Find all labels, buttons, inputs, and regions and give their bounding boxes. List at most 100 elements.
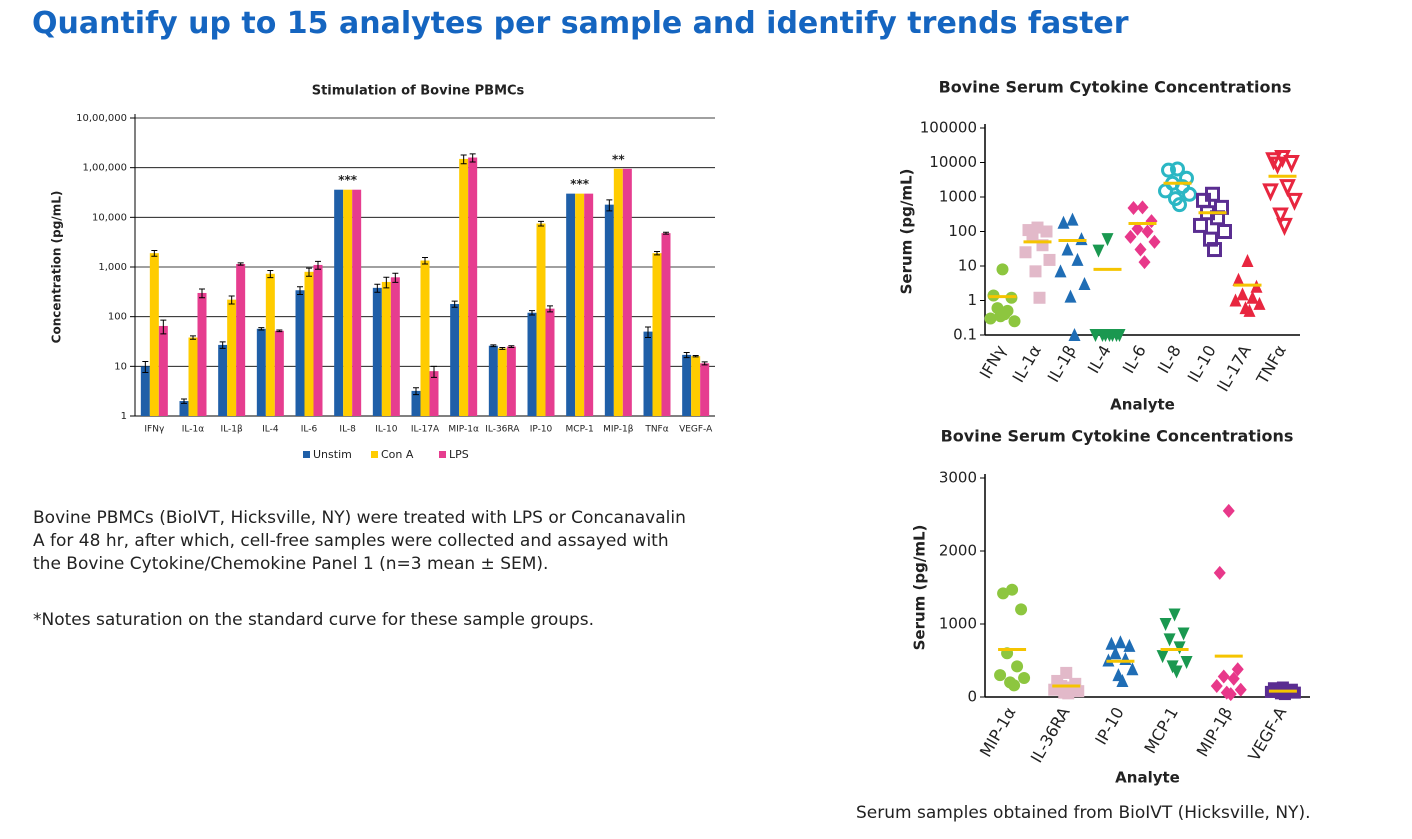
point bbox=[1071, 252, 1084, 266]
y-tick-label: 10,000 bbox=[92, 212, 127, 223]
page-title: Quantify up to 15 analytes per sample an… bbox=[32, 6, 1129, 41]
point bbox=[1231, 662, 1244, 677]
point bbox=[1241, 253, 1254, 267]
bar bbox=[218, 344, 228, 416]
error-bar bbox=[451, 300, 458, 308]
x-tick-label: MIP-1β bbox=[603, 425, 634, 435]
point bbox=[1236, 287, 1249, 301]
x-tick-label: IL-1β bbox=[221, 425, 243, 435]
note: *Notes saturation on the standard curve … bbox=[33, 610, 595, 630]
bar bbox=[566, 193, 576, 416]
point bbox=[1217, 224, 1232, 239]
bar bbox=[584, 193, 594, 416]
point bbox=[1114, 635, 1127, 649]
x-tick-label: IL-36RA bbox=[1027, 704, 1074, 766]
annotation: *** bbox=[570, 177, 590, 191]
x-tick-label: MIP-1β bbox=[1193, 704, 1236, 760]
point bbox=[1265, 152, 1282, 171]
error-bar bbox=[606, 199, 613, 212]
y-tick-label: 2000 bbox=[939, 542, 977, 560]
x-tick-label: MCP-1 bbox=[566, 425, 594, 435]
point bbox=[1283, 155, 1300, 174]
x-tick-label: IL-8 bbox=[1154, 342, 1185, 377]
point bbox=[1210, 679, 1223, 694]
point bbox=[1075, 232, 1088, 246]
point bbox=[1113, 329, 1126, 342]
x-tick-label: MIP-1α bbox=[448, 425, 479, 435]
x-axis-label: Analyte bbox=[1115, 769, 1180, 787]
point bbox=[1026, 228, 1039, 241]
bar bbox=[343, 189, 353, 416]
error-bar bbox=[392, 272, 399, 283]
point bbox=[1163, 633, 1176, 647]
error-bar bbox=[151, 249, 158, 257]
point bbox=[1057, 215, 1070, 229]
bar bbox=[613, 168, 623, 416]
point bbox=[994, 669, 1007, 682]
error-bar bbox=[460, 154, 467, 165]
bar bbox=[179, 401, 189, 416]
x-tick-label: IL-10 bbox=[375, 425, 397, 435]
bar bbox=[488, 345, 498, 416]
legend-label: LPS bbox=[449, 448, 469, 461]
error-bar bbox=[297, 286, 303, 295]
point bbox=[1158, 183, 1173, 199]
y-tick-label: 3000 bbox=[939, 469, 977, 487]
error-bar bbox=[219, 341, 226, 349]
point bbox=[1229, 293, 1242, 307]
point bbox=[1066, 212, 1079, 226]
point bbox=[1243, 303, 1256, 317]
y-tick-label: 1000 bbox=[939, 188, 977, 206]
point bbox=[1170, 665, 1183, 679]
x-tick-label: IL-4 bbox=[262, 425, 279, 435]
point bbox=[1008, 679, 1021, 692]
x-tick-label: IL-6 bbox=[301, 425, 318, 435]
y-tick-label: 100 bbox=[948, 222, 977, 240]
error-bar bbox=[645, 326, 651, 339]
bar bbox=[661, 233, 671, 416]
x-tick-label: IL-10 bbox=[1184, 342, 1220, 386]
point bbox=[1170, 161, 1185, 177]
bar bbox=[575, 193, 585, 416]
x-tick-label: IP-10 bbox=[1091, 704, 1128, 748]
bar bbox=[691, 356, 701, 416]
bar bbox=[497, 348, 507, 416]
error-bar bbox=[529, 310, 535, 316]
point bbox=[1269, 156, 1286, 175]
point bbox=[1172, 197, 1187, 213]
point bbox=[1006, 583, 1019, 596]
y-tick-label: 10 bbox=[114, 361, 127, 372]
bar bbox=[236, 263, 246, 416]
point bbox=[1177, 627, 1190, 641]
y-tick-label: 1 bbox=[121, 411, 127, 422]
point bbox=[1109, 646, 1122, 660]
point bbox=[1246, 290, 1259, 304]
point bbox=[1092, 244, 1105, 258]
legend-swatch bbox=[439, 451, 446, 458]
chart-title: Bovine Serum Cytokine Concentrations bbox=[939, 78, 1292, 97]
x-tick-label: VEGF-A bbox=[1244, 704, 1290, 765]
error-bar bbox=[276, 329, 283, 333]
bar bbox=[643, 331, 653, 416]
y-tick-label: 0.1 bbox=[953, 326, 977, 344]
point bbox=[1279, 179, 1296, 198]
bar bbox=[700, 363, 710, 416]
error-bar bbox=[431, 365, 437, 378]
bar bbox=[545, 308, 555, 416]
point bbox=[1043, 253, 1056, 266]
x-tick-label: IL-17A bbox=[411, 425, 440, 435]
point bbox=[1262, 183, 1279, 202]
point bbox=[1203, 231, 1218, 247]
bar bbox=[274, 330, 284, 416]
bar bbox=[420, 260, 430, 416]
bar bbox=[140, 366, 150, 416]
point bbox=[1224, 687, 1237, 702]
bar bbox=[188, 337, 198, 416]
bar bbox=[313, 264, 323, 416]
point bbox=[1193, 217, 1208, 233]
error-bar bbox=[374, 283, 381, 293]
bar bbox=[197, 292, 207, 416]
y-axis-label: Serum (pg/mL) bbox=[911, 525, 929, 651]
caption: Serum samples obtained from BioIVT (Hick… bbox=[856, 803, 1311, 823]
error-bar bbox=[422, 257, 428, 265]
